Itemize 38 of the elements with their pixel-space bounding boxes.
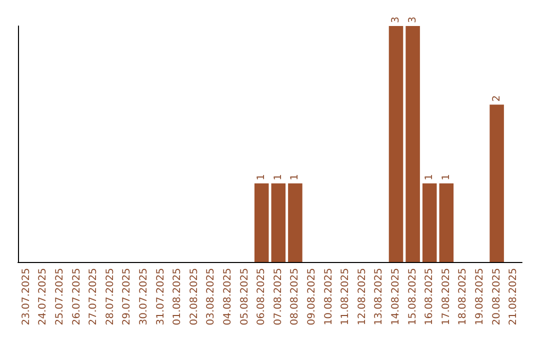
- x-tick-label: 25.07.2025: [54, 268, 66, 326]
- x-tick-label: 13.08.2025: [374, 268, 385, 326]
- x-tick-label: 15.08.2025: [407, 268, 418, 326]
- x-tick-label: 05.08.2025: [239, 268, 250, 326]
- x-tick-label: 03.08.2025: [206, 268, 217, 326]
- x-tick-label: 09.08.2025: [306, 268, 318, 326]
- x-tick-label: 26.07.2025: [71, 268, 82, 326]
- data-label: 3: [390, 16, 402, 23]
- x-tick-label: 20.08.2025: [491, 268, 502, 326]
- data-label: 1: [440, 174, 452, 180]
- x-tick-label: 29.07.2025: [122, 268, 133, 326]
- x-tick-label: 10.08.2025: [323, 268, 334, 326]
- data-label: 1: [424, 174, 436, 180]
- x-tick-label: 07.08.2025: [272, 268, 284, 326]
- x-tick-label: 08.08.2025: [290, 268, 301, 326]
- data-label: 1: [256, 174, 268, 180]
- x-tick-label: 21.08.2025: [508, 268, 520, 326]
- x-tick-label: 12.08.2025: [356, 268, 368, 326]
- x-tick-label: 02.08.2025: [188, 268, 200, 326]
- data-label: 1: [272, 174, 284, 180]
- data-label: 3: [407, 16, 418, 23]
- x-tick-label: 28.07.2025: [104, 268, 116, 326]
- x-tick-label: 06.08.2025: [256, 268, 268, 326]
- x-tick-label: 30.07.2025: [138, 268, 150, 326]
- x-tick-label: 27.07.2025: [88, 268, 100, 326]
- data-label: 1: [290, 174, 301, 180]
- x-tick-label: 17.08.2025: [440, 268, 452, 326]
- x-tick-label: 04.08.2025: [222, 268, 234, 326]
- x-tick-label: 14.08.2025: [390, 268, 402, 326]
- x-tick-label: 01.08.2025: [172, 268, 184, 326]
- x-tick-label: 11.08.2025: [340, 268, 352, 326]
- x-tick-label: 19.08.2025: [474, 268, 486, 326]
- x-tick-label: 16.08.2025: [424, 268, 436, 326]
- x-tick-label: 31.07.2025: [155, 268, 166, 326]
- x-tick-label: 23.07.2025: [20, 268, 32, 326]
- x-tick-label: 24.07.2025: [38, 268, 49, 326]
- data-label: 2: [491, 95, 502, 102]
- x-tick-label: 18.08.2025: [458, 268, 469, 326]
